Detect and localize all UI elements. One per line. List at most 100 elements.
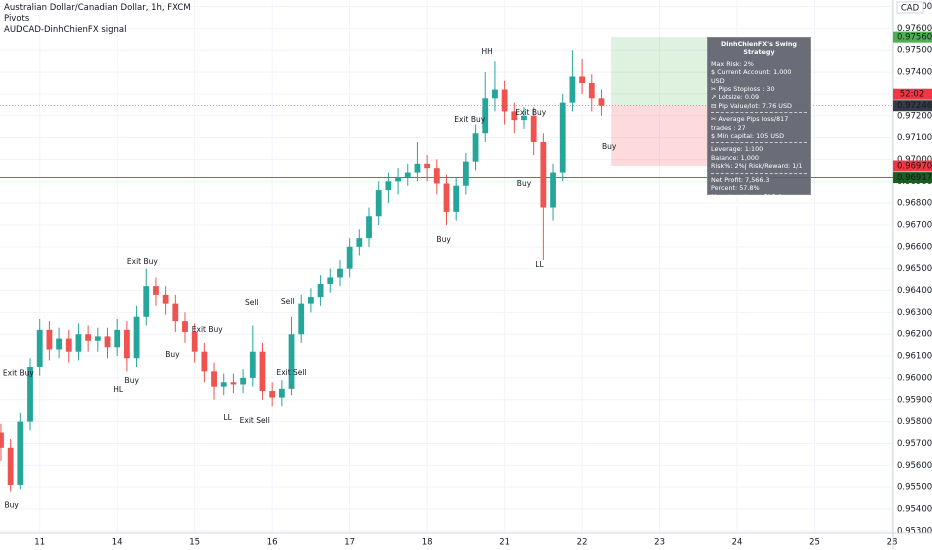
x-tick-label: 23	[654, 538, 665, 548]
candle-body	[307, 297, 314, 304]
price-label: 0.97246	[897, 101, 932, 111]
info-line: Max drawdown: 717.8	[711, 192, 782, 201]
signal-label: Exit Buy	[3, 369, 34, 378]
position-profit	[611, 37, 711, 106]
candle-body	[259, 351, 266, 392]
y-tick-label: 0.97600	[897, 24, 932, 34]
y-tick-label: 0.96700	[897, 220, 932, 230]
candle-body	[162, 294, 169, 304]
y-tick-label: 0.95400	[897, 504, 932, 514]
info-line: ↗ Lotsize: 0.09	[711, 93, 760, 102]
position-loss	[611, 105, 711, 167]
candle-body	[492, 89, 498, 99]
strategy-info: DinhChienFX's Swing Strategy Max Risk: 2…	[707, 37, 811, 209]
info-line: ✂ Average Pips loss/817 trades : 27	[711, 115, 789, 132]
signal-label: HH	[482, 47, 493, 56]
y-tick-label: 0.95500	[897, 483, 932, 493]
currency-label: CAD	[901, 4, 920, 14]
info-line: ✂ Pips Stoploss : 30	[711, 85, 775, 94]
timer-label: 52:02	[900, 90, 925, 100]
candle-body	[201, 351, 208, 372]
candle-body	[569, 76, 576, 103]
candle-body	[0, 432, 4, 448]
info-title: DinhChienFX's Swing Strategy	[720, 40, 797, 57]
candle-body	[472, 133, 479, 162]
price-box	[893, 172, 932, 184]
info-line: Leverage: 1:100	[711, 145, 764, 154]
legend: Australian Dollar/Canadian Dollar, 1h, F…	[4, 3, 191, 36]
y-tick-label: 0.96200	[897, 330, 932, 340]
x-tick-label: 22	[577, 538, 588, 548]
y-tick-label: 0.97400	[897, 68, 932, 78]
candle-body	[559, 102, 566, 173]
candle-body	[46, 329, 53, 350]
y-tick-label: 0.96400	[897, 286, 932, 296]
y-tick-label: 0.96800	[897, 199, 932, 209]
signal-label: Sell	[245, 298, 259, 307]
candle-body	[249, 351, 256, 378]
candle-body	[123, 329, 130, 359]
signal-label: HL	[113, 385, 124, 394]
separator	[711, 172, 807, 174]
candle-body	[540, 141, 547, 208]
candle-body	[104, 336, 111, 348]
candle-body	[27, 366, 33, 422]
x-tick-label: 17	[344, 538, 355, 548]
candle-body	[240, 377, 247, 385]
candle-body	[172, 303, 179, 322]
candle-body	[453, 185, 460, 212]
candle-body	[191, 332, 198, 352]
y-tick-label: 0.97200	[897, 111, 932, 121]
candle-body	[443, 183, 450, 212]
candle-body	[220, 382, 227, 387]
y-tick-label: 0.95800	[897, 417, 932, 427]
info-line: $ Current Account: 1,000 USD	[711, 68, 792, 85]
candle-body	[404, 172, 411, 177]
candle-body	[375, 190, 382, 217]
y-tick-label: 0.96300	[897, 308, 932, 318]
candle-body	[182, 321, 188, 333]
signal-label: Exit Buy	[192, 325, 223, 334]
x-tick-label: 18	[422, 538, 433, 548]
signal-label: Buy	[602, 142, 617, 151]
candle-body	[414, 163, 421, 173]
y-tick-label: 0.97100	[897, 133, 932, 143]
candle-body	[17, 421, 24, 485]
candle-body	[395, 176, 401, 182]
candle-body	[317, 283, 324, 298]
candle-body	[579, 76, 586, 84]
candle-body	[511, 111, 518, 121]
candle-body	[143, 286, 150, 317]
timer-box	[893, 88, 932, 100]
signal-label: Exit Sell	[240, 416, 270, 425]
candle-body	[366, 216, 372, 239]
info-line: Equity: 8,566.3	[711, 200, 760, 209]
candle-body	[385, 181, 392, 191]
y-tick-label: 0.96500	[897, 264, 932, 274]
indicator-name: AUDCAD-DinhChienFX signal	[4, 25, 127, 35]
candle-body	[327, 277, 334, 284]
signal-label: Buy	[517, 179, 532, 188]
candle-body	[346, 246, 353, 269]
info-line: $ Min capital: 105 USD	[711, 132, 784, 141]
info-line: Net Profit: 7,566.3	[711, 175, 770, 184]
candle-body	[85, 334, 92, 341]
chart-title: Australian Dollar/Canadian Dollar, 1h, F…	[4, 3, 191, 13]
candle-body	[530, 115, 537, 142]
candle-body	[501, 89, 508, 112]
candle-body	[56, 338, 62, 350]
candle-body	[94, 336, 101, 341]
y-tick-label: 0.95300	[897, 526, 932, 536]
y-tick-label: 0.96600	[897, 242, 932, 252]
candle-body	[133, 316, 140, 359]
candle-body	[337, 268, 343, 278]
x-tick-label: 28	[887, 538, 898, 548]
candle-body	[521, 115, 527, 121]
y-tick-label: 0.97500	[897, 46, 932, 56]
candle-body	[482, 98, 489, 134]
y-tick-label: 0.96100	[897, 352, 932, 362]
signal-label: Buy	[125, 376, 140, 385]
currency-box	[896, 1, 924, 14]
